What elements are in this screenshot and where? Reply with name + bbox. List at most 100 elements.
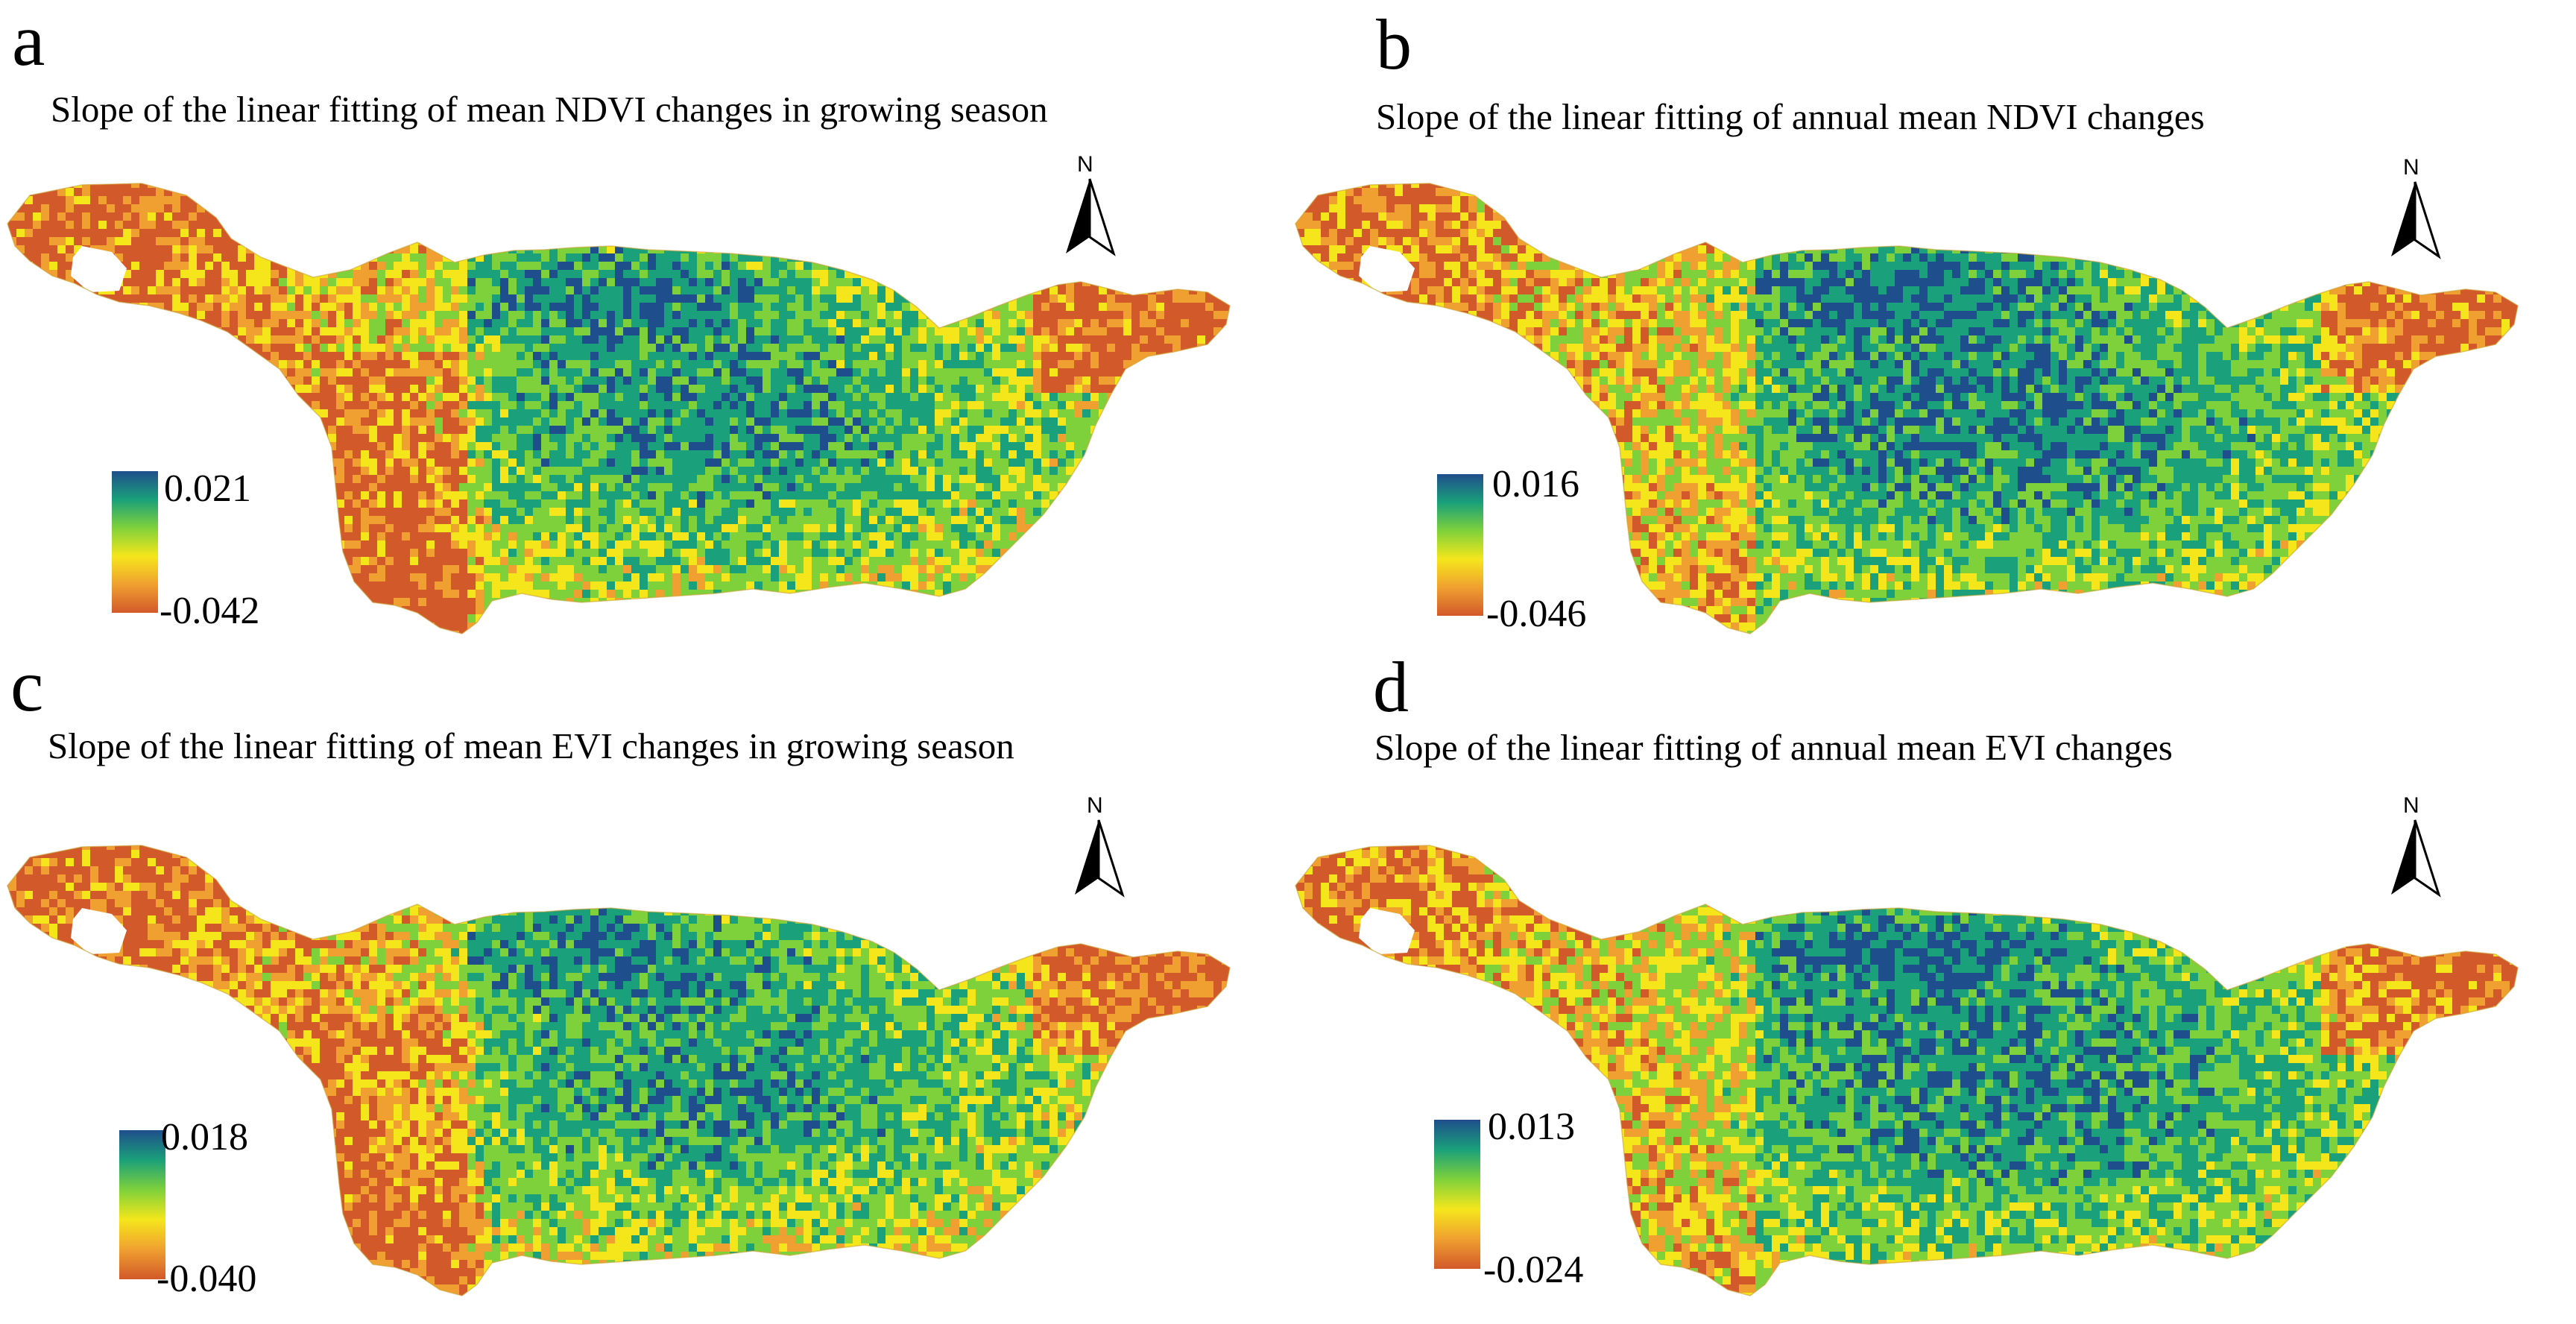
map-cell: [156, 360, 165, 369]
map-cell: [1025, 393, 1034, 402]
map-cell: [779, 262, 788, 271]
map-cell: [836, 335, 845, 344]
map-cell: [722, 294, 730, 303]
map-cell: [967, 212, 976, 221]
map-cell: [262, 393, 271, 402]
map-cell: [1107, 183, 1116, 189]
map-cell: [180, 319, 189, 328]
map-cell: [246, 401, 255, 410]
map-cell: [139, 335, 148, 344]
map-cell: [1000, 352, 1009, 361]
map-cell: [336, 229, 345, 238]
map-cell: [959, 253, 968, 262]
map-cell: [492, 344, 501, 353]
map-cell: [180, 385, 189, 394]
map-cell: [582, 344, 591, 353]
map-cell: [123, 171, 132, 180]
map-cell: [33, 417, 42, 426]
map-cell: [853, 409, 862, 418]
map-cell: [886, 426, 894, 435]
map-cell: [1017, 335, 1026, 344]
map-cell: [845, 188, 853, 197]
map-cell: [254, 204, 263, 213]
map-cell: [722, 204, 730, 213]
map-cell: [180, 237, 189, 246]
map-cell: [262, 385, 271, 394]
map-cell: [853, 196, 862, 205]
map-cell: [1189, 303, 1198, 312]
map-cell: [98, 393, 107, 402]
map-cell: [459, 311, 468, 320]
map-cell: [763, 171, 771, 180]
map-cell: [180, 426, 189, 435]
map-cell: [418, 344, 427, 353]
map-cell: [320, 204, 329, 213]
map-cell: [172, 303, 181, 312]
map-cell: [66, 376, 75, 385]
map-cell: [738, 286, 747, 295]
map-cell: [115, 221, 124, 230]
map-cell: [853, 183, 862, 189]
map-cell: [279, 426, 288, 435]
map-cell: [697, 229, 706, 238]
map-cell: [836, 426, 845, 435]
map-cell: [320, 294, 329, 303]
map-cell: [845, 417, 853, 426]
map-cell: [254, 426, 263, 435]
map-cell: [66, 171, 75, 180]
map-cell: [779, 278, 788, 287]
map-cell: [1074, 360, 1083, 369]
map-cell: [115, 196, 124, 205]
map-cell: [853, 426, 862, 435]
map-cell: [845, 393, 853, 402]
map-cell: [738, 204, 747, 213]
map-cell: [861, 344, 870, 353]
map-cell: [1164, 171, 1173, 180]
map-cell: [451, 221, 460, 230]
map-cell: [951, 426, 960, 435]
map-cell: [951, 245, 960, 254]
map-cell: [1222, 270, 1230, 279]
map-cell: [1123, 171, 1132, 180]
map-cell: [926, 196, 935, 205]
map-cell: [57, 352, 66, 361]
map-cell: [943, 171, 952, 180]
map-cell: [312, 294, 321, 303]
map-cell: [795, 171, 804, 180]
map-cell: [779, 360, 788, 369]
map-cell: [246, 196, 255, 205]
map-cell: [681, 221, 689, 230]
map-cell: [1115, 270, 1124, 279]
map-cell: [705, 286, 714, 295]
map-cell: [148, 360, 157, 369]
map-cell: [951, 221, 960, 230]
map-cell: [402, 294, 411, 303]
map-cell: [287, 327, 296, 336]
map-cell: [312, 183, 321, 189]
map-cell: [877, 327, 886, 336]
map-cell: [795, 221, 804, 230]
map-cell: [66, 188, 75, 197]
map-cell: [722, 368, 730, 377]
map-cell: [828, 245, 837, 254]
map-cell: [640, 319, 648, 328]
map-cell: [902, 344, 911, 353]
map-cell: [279, 409, 288, 418]
map-cell: [41, 385, 50, 394]
map-cell: [287, 183, 296, 189]
map-cell: [853, 229, 862, 238]
map-cell: [902, 188, 911, 197]
map-cell: [664, 183, 673, 189]
map-cell: [164, 319, 173, 328]
map-cell: [164, 335, 173, 344]
map-cell: [984, 393, 993, 402]
map-cell: [943, 278, 952, 287]
map-cell: [943, 352, 952, 361]
map-cell: [517, 352, 525, 361]
map-cell: [1115, 196, 1124, 205]
map-cell: [172, 253, 181, 262]
map-cell: [156, 253, 165, 262]
map-cell: [992, 376, 1001, 385]
map-cell: [500, 212, 509, 221]
map-cell: [1000, 221, 1009, 230]
